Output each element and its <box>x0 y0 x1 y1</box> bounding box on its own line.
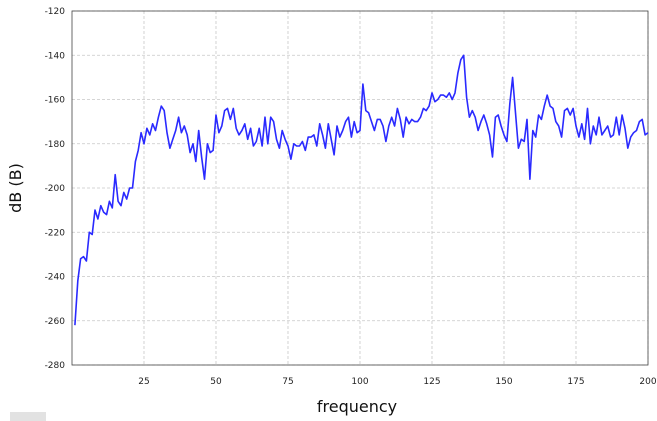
y-tick-label: -220 <box>45 228 66 238</box>
x-tick-label: 75 <box>282 377 293 387</box>
x-tick-label: 150 <box>495 377 512 387</box>
y-tick-label: -180 <box>45 140 66 150</box>
plot-frame <box>71 10 649 366</box>
x-tick-label: 50 <box>210 377 222 387</box>
y-tick-label: -140 <box>45 51 66 61</box>
grid <box>72 10 649 366</box>
x-tick-label: 200 <box>639 377 656 387</box>
y-tick-label: -260 <box>45 317 66 327</box>
y-tick-label: -200 <box>45 184 66 194</box>
y-tick-label: -120 <box>45 7 66 17</box>
series-line <box>74 54 649 326</box>
x-axis-label: frequency <box>317 397 397 416</box>
y-tick-label: -240 <box>45 273 66 283</box>
corner-swatch <box>10 412 46 421</box>
x-tick-label: 175 <box>567 377 584 387</box>
x-tick-label: 100 <box>351 377 368 387</box>
y-axis-label: dB (B) <box>6 163 25 213</box>
x-tick-labels: 25 50 75 100 125 150 175 200 <box>138 377 657 387</box>
x-tick-label: 125 <box>423 377 440 387</box>
y-tick-label: -280 <box>45 361 66 371</box>
y-tick-label: -160 <box>45 96 66 106</box>
series-layer <box>74 54 649 326</box>
x-tick-label: 25 <box>138 377 149 387</box>
y-tick-labels: -120 -140 -160 -180 -200 -220 -240 -260 -280 <box>45 7 66 371</box>
